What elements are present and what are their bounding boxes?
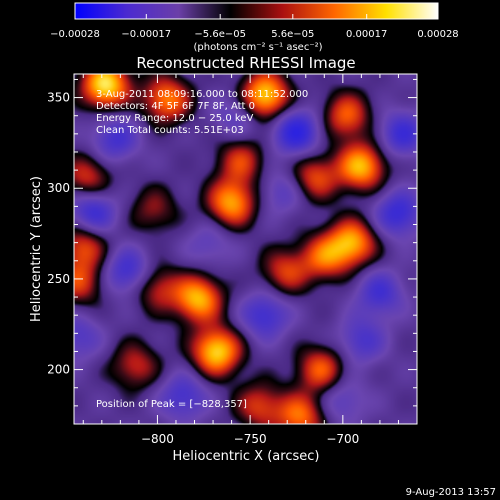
colorbar-ticks: −0.00028 −0.00017 −5.6e−05 5.6e−05 0.00017 0.… (50, 14, 459, 40)
colorbar-tick-label: 0.00028 (417, 29, 458, 40)
colorbar-tick-label: −0.00028 (50, 29, 100, 40)
heatmap-raster (74, 74, 417, 424)
y-tick-label: 250 (47, 272, 70, 286)
colorbar-tick-label: −5.6e−05 (194, 29, 246, 40)
axes: −800 −750 −700 200 250 300 350 (47, 74, 418, 446)
x-tick-label: −750 (234, 432, 267, 446)
annotation-clean-counts: Clean Total counts: 5.51E+03 (96, 125, 244, 136)
y-tick-label: 300 (47, 181, 70, 195)
colorbar-tick-label: 5.6e−05 (271, 29, 314, 40)
colorbar-tick-label: 0.00017 (346, 29, 387, 40)
x-tick-label: −800 (141, 432, 174, 446)
x-axis-label: Heliocentric X (arcsec) (173, 449, 320, 464)
annotation-block: 3-Aug-2011 08:09:16.000 to 08:11:52.000 … (96, 89, 308, 410)
x-tick-label: −700 (326, 432, 359, 446)
heatmap-image (74, 74, 417, 424)
y-tick-label: 200 (47, 363, 70, 377)
footer-date: 9-Aug-2013 13:57 (406, 487, 496, 498)
y-tick-label: 350 (47, 91, 70, 105)
annotation-energy-range: Energy Range: 12.0 − 25.0 keV (96, 113, 253, 124)
plot-frame (73, 73, 418, 425)
chart-title: Reconstructed RHESSI Image (136, 54, 355, 72)
colorbar-units-label: (photons cm⁻² s⁻¹ asec⁻²) (193, 42, 322, 53)
annotation-detectors: Detectors: 4F 5F 6F 7F 8F, Att 0 (96, 101, 255, 112)
colorbar (74, 2, 439, 20)
colorbar-tick-label: −0.00017 (121, 29, 171, 40)
peak-position-label: Position of Peak = [−828,357] (96, 399, 247, 410)
annotation-time-range: 3-Aug-2011 08:09:16.000 to 08:11:52.000 (96, 89, 308, 100)
y-axis-label: Heliocentric Y (arcsec) (29, 176, 44, 322)
